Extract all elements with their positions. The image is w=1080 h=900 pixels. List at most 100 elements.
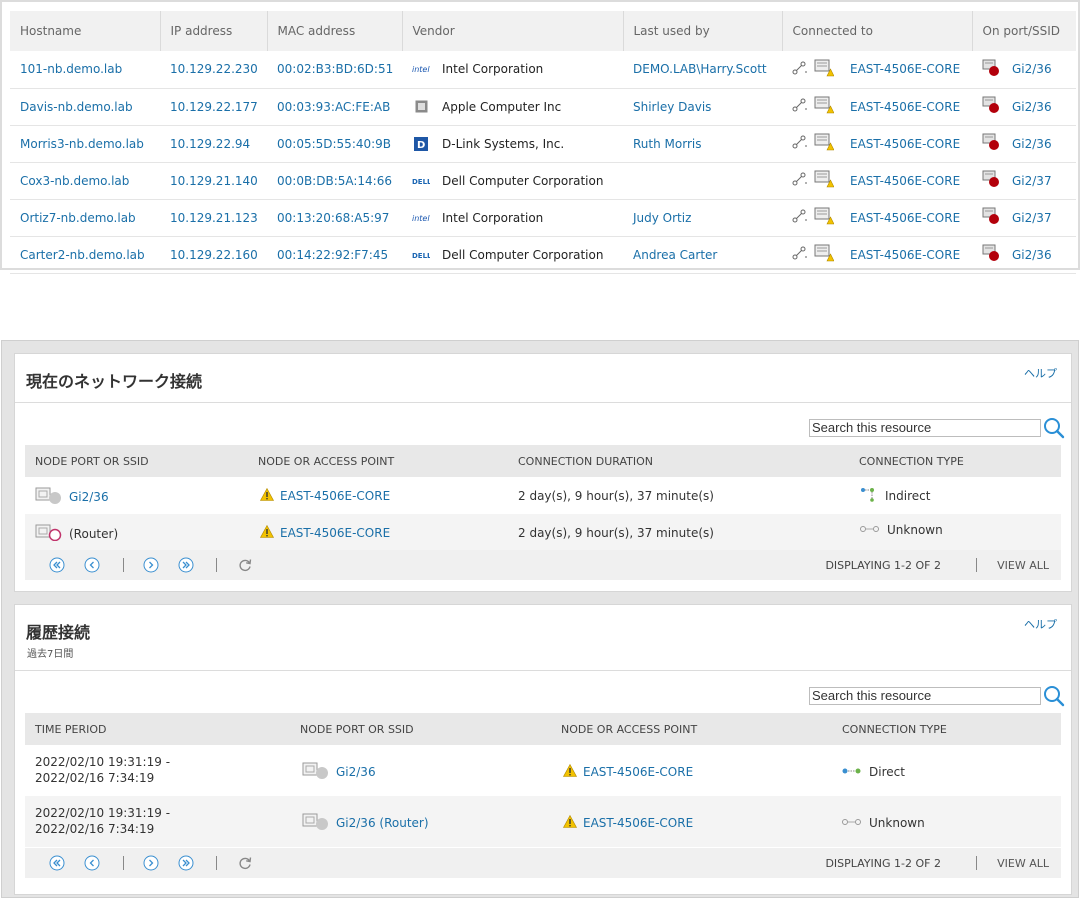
column-header-ip[interactable]: IP address <box>160 11 268 51</box>
table-row[interactable]: Gi2/36 EAST-4506E-CORE 2 day(s), 9 hour(s)… <box>25 477 1061 514</box>
node-link[interactable]: EAST-4506E-CORE <box>850 136 961 151</box>
column-header-hostname[interactable]: Hostname <box>10 11 161 51</box>
warning-icon <box>562 763 578 780</box>
table-row[interactable]: 101-nb.demo.lab 10.129.22.230 00:02:B3:BD:… <box>10 51 1076 89</box>
mac-link[interactable]: 00:13:20:68:A5:97 <box>267 199 402 237</box>
warning-icon <box>259 524 275 541</box>
refresh-icon[interactable] <box>237 855 253 871</box>
node-link[interactable]: EAST-4506E-CORE <box>850 210 961 225</box>
link-map-icon[interactable] <box>792 98 808 115</box>
ip-link[interactable]: 10.129.22.160 <box>160 236 267 274</box>
hostname-link[interactable]: Davis-nb.demo.lab <box>10 88 160 126</box>
search-icon[interactable] <box>1043 417 1065 439</box>
link-map-icon[interactable] <box>792 172 808 189</box>
table-header-row: Hostname IP address MAC address Vendor L… <box>10 11 1076 51</box>
last-user-link[interactable]: Judy Ortiz <box>623 199 782 237</box>
table-row[interactable]: Carter2-nb.demo.lab 10.129.22.160 00:14:22… <box>10 236 1076 274</box>
last-user-link[interactable]: Andrea Carter <box>623 236 782 274</box>
column-header-connected-to[interactable]: Connected to <box>782 11 973 51</box>
column-header-type[interactable]: CONNECTION TYPE <box>859 455 964 468</box>
port-link[interactable]: Gi2/36 <box>1012 99 1052 114</box>
divider <box>15 670 1071 671</box>
column-header-duration[interactable]: CONNECTION DURATION <box>518 455 654 468</box>
column-header-node[interactable]: NODE OR ACCESS POINT <box>258 455 395 468</box>
table-row[interactable]: Ortiz7-nb.demo.lab 10.129.21.123 00:13:20:… <box>10 199 1076 237</box>
hostname-link[interactable]: Carter2-nb.demo.lab <box>10 236 160 274</box>
last-user-link[interactable]: DEMO.LAB\Harry.Scott <box>623 51 782 89</box>
ip-link[interactable]: 10.129.21.123 <box>160 199 267 237</box>
connected-to-cell: EAST-4506E-CORE <box>782 162 972 200</box>
table-row[interactable]: Morris3-nb.demo.lab 10.129.22.94 00:05:5D:… <box>10 125 1076 163</box>
column-header-port[interactable]: NODE PORT OR SSID <box>300 723 414 736</box>
vendor-cell: intel Intel Corporation <box>402 199 623 237</box>
port-link[interactable]: Gi2/36 <box>1012 136 1052 151</box>
first-page-icon[interactable] <box>49 855 65 871</box>
search-icon[interactable] <box>1043 685 1065 707</box>
node-link[interactable]: EAST-4506E-CORE <box>850 99 961 114</box>
help-link[interactable]: ヘルプ <box>1024 618 1057 631</box>
node-link[interactable]: EAST-4506E-CORE <box>850 173 961 188</box>
refresh-icon[interactable] <box>237 557 253 573</box>
next-page-icon[interactable] <box>143 557 159 573</box>
ip-link[interactable]: 10.129.22.94 <box>160 125 267 163</box>
view-all-link[interactable]: VIEW ALL <box>997 857 1049 870</box>
table-row[interactable]: Cox3-nb.demo.lab 10.129.21.140 00:0B:DB:5A… <box>10 162 1076 200</box>
node-link[interactable]: EAST-4506E-CORE <box>850 62 961 77</box>
last-user-link[interactable]: Ruth Morris <box>623 125 782 163</box>
column-header-vendor[interactable]: Vendor <box>402 11 624 51</box>
link-map-icon[interactable] <box>792 209 808 226</box>
first-page-icon[interactable] <box>49 557 65 573</box>
node-link[interactable]: EAST-4506E-CORE <box>850 247 961 262</box>
mac-link[interactable]: 00:05:5D:55:40:9B <box>267 125 402 163</box>
mac-link[interactable]: 00:14:22:92:F7:45 <box>267 236 402 274</box>
column-header-mac[interactable]: MAC address <box>267 11 403 51</box>
search-input[interactable]: Search this resource <box>809 419 1041 437</box>
port-cell: Gi2/36 <box>972 125 1076 163</box>
port-link[interactable]: Gi2/36 <box>1012 62 1052 77</box>
column-header-time[interactable]: TIME PERIOD <box>35 723 107 736</box>
port-label[interactable]: Gi2/36 <box>69 489 109 504</box>
last-user-link[interactable]: Shirley Davis <box>623 88 782 126</box>
hostname-link[interactable]: Ortiz7-nb.demo.lab <box>10 199 160 237</box>
table-row[interactable]: 2022/02/10 19:31:19 - 2022/02/16 7:34:19 G… <box>25 745 1061 796</box>
node-link[interactable]: EAST-4506E-CORE <box>583 816 694 830</box>
link-map-icon[interactable] <box>792 61 808 78</box>
last-page-icon[interactable] <box>178 557 194 573</box>
ip-link[interactable]: 10.129.22.177 <box>160 88 267 126</box>
last-page-icon[interactable] <box>178 855 194 871</box>
port-link[interactable]: Gi2/37 <box>1012 173 1052 188</box>
node-link[interactable]: EAST-4506E-CORE <box>280 489 391 503</box>
table-row[interactable]: Davis-nb.demo.lab 10.129.22.177 00:03:93:A… <box>10 88 1076 126</box>
port-link[interactable]: Gi2/37 <box>1012 210 1052 225</box>
last-user-link[interactable] <box>623 162 782 200</box>
column-header-type[interactable]: CONNECTION TYPE <box>842 723 947 736</box>
node-link[interactable]: EAST-4506E-CORE <box>583 765 694 779</box>
previous-page-icon[interactable] <box>84 557 100 573</box>
ip-link[interactable]: 10.129.22.230 <box>160 51 267 89</box>
port-link[interactable]: Gi2/36 <box>1012 247 1052 262</box>
link-map-icon[interactable] <box>792 246 808 263</box>
view-all-link[interactable]: VIEW ALL <box>997 559 1049 572</box>
port-link[interactable]: Gi2/36 <box>336 764 376 779</box>
port-link[interactable]: Gi2/36 (Router) <box>336 815 429 830</box>
hostname-link[interactable]: 101-nb.demo.lab <box>10 51 160 89</box>
search-input[interactable]: Search this resource <box>809 687 1041 705</box>
previous-page-icon[interactable] <box>84 855 100 871</box>
ip-link[interactable]: 10.129.21.140 <box>160 162 267 200</box>
column-header-port[interactable]: NODE PORT OR SSID <box>35 455 149 468</box>
link-map-icon[interactable] <box>792 135 808 152</box>
column-header-node[interactable]: NODE OR ACCESS POINT <box>561 723 698 736</box>
mac-link[interactable]: 00:03:93:AC:FE:AB <box>267 88 402 126</box>
node-link[interactable]: EAST-4506E-CORE <box>280 526 391 540</box>
column-header-last-used-by[interactable]: Last used by <box>623 11 783 51</box>
table-row[interactable]: 2022/02/10 19:31:19 - 2022/02/16 7:34:19 G… <box>25 796 1061 847</box>
hostname-link[interactable]: Cox3-nb.demo.lab <box>10 162 160 200</box>
port-down-icon <box>982 133 1002 154</box>
mac-link[interactable]: 00:02:B3:BD:6D:51 <box>267 51 402 89</box>
column-header-port[interactable]: On port/SSID <box>972 11 1076 51</box>
hostname-link[interactable]: Morris3-nb.demo.lab <box>10 125 160 163</box>
mac-link[interactable]: 00:0B:DB:5A:14:66 <box>267 162 402 200</box>
help-link[interactable]: ヘルプ <box>1024 367 1057 380</box>
next-page-icon[interactable] <box>143 855 159 871</box>
table-row[interactable]: (Router) EAST-4506E-CORE 2 day(s), 9 hour(… <box>25 514 1061 551</box>
